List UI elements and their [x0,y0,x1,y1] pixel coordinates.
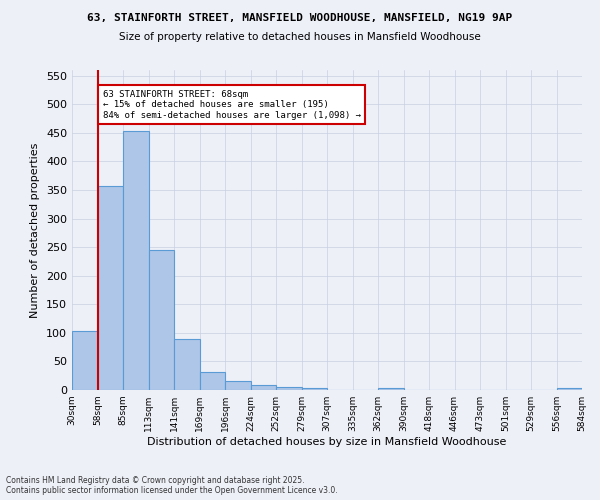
Bar [557,388,582,390]
Bar [251,386,276,390]
Bar [174,338,199,390]
Text: 63, STAINFORTH STREET, MANSFIELD WOODHOUSE, MANSFIELD, NG19 9AP: 63, STAINFORTH STREET, MANSFIELD WOODHOU… [88,12,512,22]
X-axis label: Distribution of detached houses by size in Mansfield Woodhouse: Distribution of detached houses by size … [148,437,506,447]
Bar [123,131,149,390]
Text: Contains HM Land Registry data © Crown copyright and database right 2025.
Contai: Contains HM Land Registry data © Crown c… [6,476,338,495]
Bar [199,372,225,390]
Bar [149,250,174,390]
Text: 63 STAINFORTH STREET: 68sqm
← 15% of detached houses are smaller (195)
84% of se: 63 STAINFORTH STREET: 68sqm ← 15% of det… [103,90,361,120]
Bar [378,388,404,390]
Bar [225,382,251,390]
Bar [276,387,302,390]
Y-axis label: Number of detached properties: Number of detached properties [31,142,40,318]
Bar [72,331,97,390]
Text: Size of property relative to detached houses in Mansfield Woodhouse: Size of property relative to detached ho… [119,32,481,42]
Bar [97,186,123,390]
Bar [302,388,327,390]
